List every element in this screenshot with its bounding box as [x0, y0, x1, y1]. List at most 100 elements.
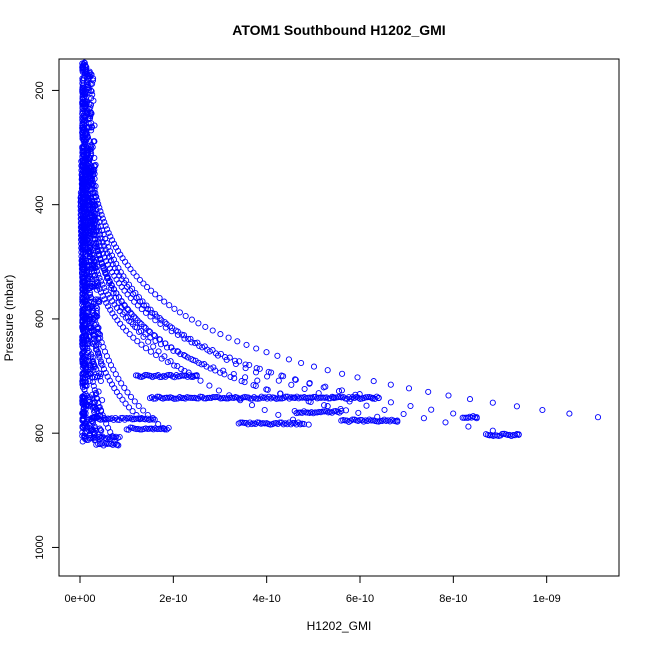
data-point — [105, 229, 112, 236]
data-point — [84, 133, 91, 140]
data-point — [156, 336, 164, 343]
data-point — [120, 324, 127, 331]
data-point — [89, 276, 96, 283]
data-point — [85, 81, 92, 89]
data-point — [94, 325, 101, 332]
data-point — [130, 269, 137, 276]
data-point — [594, 414, 602, 421]
data-point — [102, 235, 109, 242]
data-point — [206, 382, 213, 389]
data-point — [104, 274, 112, 281]
data-point — [93, 244, 100, 251]
data-point — [355, 409, 362, 416]
data-point — [162, 373, 169, 380]
data-point — [159, 424, 166, 432]
data-point — [284, 421, 291, 428]
data-point — [175, 348, 182, 355]
data-point — [80, 369, 87, 376]
data-point — [96, 285, 103, 292]
data-point — [282, 393, 289, 400]
data-point — [319, 394, 326, 401]
data-point — [149, 414, 156, 422]
data-point — [98, 211, 105, 218]
data-point — [136, 328, 143, 335]
data-point — [118, 283, 125, 290]
data-point — [91, 423, 98, 430]
data-point — [97, 223, 104, 230]
data-point — [231, 357, 238, 364]
data-point — [83, 164, 90, 171]
data-point — [201, 343, 208, 350]
data-point — [344, 395, 351, 402]
data-point — [151, 416, 158, 423]
data-point — [152, 395, 159, 402]
data-point — [83, 341, 90, 348]
data-point — [99, 263, 107, 270]
data-point — [295, 409, 302, 416]
data-point — [338, 387, 345, 394]
data-point — [241, 379, 248, 386]
data-point — [84, 231, 91, 238]
data-point — [132, 289, 139, 297]
data-point — [285, 356, 292, 363]
x-tick-label: 6e-10 — [346, 593, 374, 605]
y-tick-label: 1000 — [34, 535, 46, 559]
data-point — [339, 370, 346, 377]
data-point — [79, 360, 86, 367]
data-point — [104, 373, 111, 380]
data-point — [110, 289, 117, 296]
data-point — [95, 271, 102, 278]
data-point — [387, 381, 394, 388]
data-point — [202, 323, 209, 330]
data-point — [405, 385, 413, 392]
data-point — [86, 285, 93, 292]
data-point — [83, 190, 90, 197]
data-point — [194, 339, 201, 346]
data-point — [89, 426, 96, 433]
data-point — [82, 332, 89, 339]
data-point — [127, 393, 135, 400]
data-point — [172, 395, 180, 402]
data-point — [178, 395, 185, 402]
data-point — [214, 352, 222, 359]
data-point — [87, 294, 94, 301]
data-point — [84, 349, 91, 356]
data-point — [81, 205, 88, 212]
data-point — [89, 189, 96, 196]
data-point — [253, 345, 260, 352]
data-point — [100, 366, 108, 373]
data-point — [301, 385, 308, 393]
data-point — [134, 317, 141, 324]
data-point — [199, 344, 206, 351]
data-point — [95, 399, 102, 406]
data-point — [82, 375, 89, 382]
data-point — [106, 294, 113, 301]
data-point — [153, 352, 160, 359]
plot-frame — [58, 58, 620, 577]
data-point — [144, 306, 151, 313]
data-point — [156, 315, 163, 322]
y-axis-label: Pressure (mbar) — [2, 275, 16, 362]
data-point — [96, 219, 103, 226]
data-point — [97, 255, 104, 262]
data-point — [246, 361, 253, 369]
data-point — [275, 377, 282, 384]
data-point — [275, 395, 282, 402]
data-point — [189, 373, 197, 381]
data-point — [129, 408, 136, 415]
data-point — [358, 417, 365, 424]
data-point — [104, 226, 111, 233]
data-point — [231, 375, 238, 382]
data-point — [242, 365, 249, 372]
data-point — [79, 114, 86, 121]
data-point — [81, 386, 88, 393]
data-point — [123, 277, 130, 284]
data-point — [105, 244, 112, 251]
data-point — [83, 109, 90, 116]
data-point — [90, 399, 97, 406]
data-point — [221, 371, 228, 378]
data-point — [98, 360, 105, 367]
data-point — [127, 266, 134, 273]
data-point — [126, 331, 133, 338]
data-point — [174, 363, 181, 370]
